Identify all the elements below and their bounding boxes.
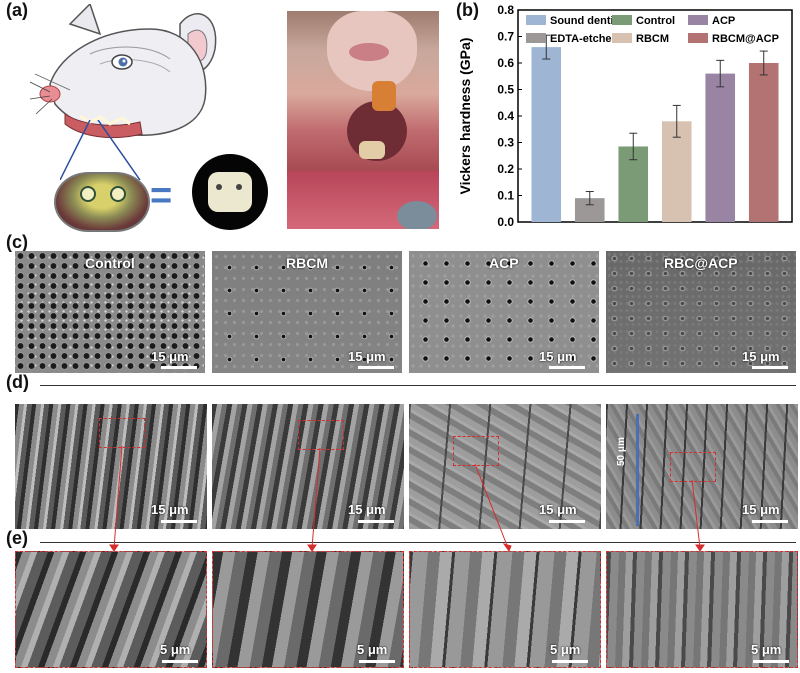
equals-sign: = <box>150 175 173 217</box>
sem-cross-section-control: 15 μm <box>15 404 207 529</box>
sem-cross-section-rbcm-acp: 50 μm 15 μm <box>606 404 798 529</box>
panel-label-c: (c) <box>6 232 28 252</box>
sem-zoom-control: 5 μm <box>15 551 207 668</box>
legend-label: ACP <box>712 15 735 27</box>
scale-bar <box>161 520 197 523</box>
scale-bar <box>752 520 788 523</box>
y-tick-label: 0.5 <box>497 83 514 97</box>
bar <box>531 47 562 222</box>
y-tick-label: 0.6 <box>497 56 514 70</box>
dentin-sample-disk <box>192 154 268 230</box>
scale-bar <box>552 660 588 663</box>
tooth-cavity-closeup <box>54 172 150 232</box>
sem-surface-rbc-acp: RBC@ACP 15 μm <box>606 251 796 373</box>
bar <box>705 73 736 222</box>
legend-swatch <box>612 15 632 25</box>
y-tick-label: 0.1 <box>497 189 514 203</box>
zoom-region <box>670 452 716 482</box>
bar <box>748 63 779 222</box>
zoom-callout-lines <box>60 120 141 180</box>
panel-label-e: (e) <box>6 528 28 548</box>
scale-bar <box>549 520 585 523</box>
scale-label: 5 μm <box>751 642 782 657</box>
scale-label: 15 μm <box>348 349 386 364</box>
scale-label: 5 μm <box>160 642 191 657</box>
legend-label: RBCM@ACP <box>712 33 779 45</box>
sem-label-rbc-acp: RBC@ACP <box>664 255 738 271</box>
scale-label: 5 μm <box>357 642 388 657</box>
scale-bar <box>358 366 394 369</box>
sem-label-control: Control <box>85 255 135 271</box>
sem-surface-rbcm: RBCM 15 μm <box>212 251 402 373</box>
sem-zoom-rbcm-acp: 5 μm <box>606 551 798 668</box>
y-tick-label: 0.7 <box>497 30 514 44</box>
legend-swatch <box>688 33 708 43</box>
rat-oral-photo <box>287 11 439 229</box>
zoom-region <box>298 420 344 450</box>
scale-label: 15 μm <box>151 502 189 517</box>
scale-bar <box>752 366 788 369</box>
legend-swatch <box>526 33 546 43</box>
bar <box>661 121 692 222</box>
sem-surface-control: Control 15 μm <box>15 251 205 373</box>
scale-bar <box>358 520 394 523</box>
scale-label: 15 μm <box>539 349 577 364</box>
legend-label: EDTA-etched <box>550 33 618 45</box>
scale-bar <box>753 660 789 663</box>
sem-label-acp: ACP <box>489 255 519 271</box>
divider-line <box>40 385 796 386</box>
vickers-hardness-chart: 0.0 0.1 0.2 0.3 0.4 0.5 0.6 0.7 0.8 Vickers hardn… <box>457 4 793 229</box>
y-tick-label: 0.8 <box>497 4 514 17</box>
legend-swatch <box>612 33 632 43</box>
scale-bar <box>161 366 197 369</box>
panel-label-a: (a) <box>6 0 28 20</box>
sem-surface-acp: ACP 15 μm <box>409 251 599 373</box>
legend-label: RBCM <box>636 33 669 45</box>
legend-swatch <box>526 15 546 25</box>
y-tick-label: 0.4 <box>497 109 514 123</box>
legend-label: Sound dentin <box>550 15 621 27</box>
y-tick-label: 0.2 <box>497 162 514 176</box>
sem-zoom-rbcm: 5 μm <box>212 551 404 668</box>
scale-label: 5 μm <box>550 642 581 657</box>
scale-label: 15 μm <box>151 349 189 364</box>
sem-label-rbcm: RBCM <box>286 255 328 271</box>
y-axis-label: Vickers hardness (GPa) <box>457 38 473 195</box>
scale-bar <box>359 660 395 663</box>
scale-label: 15 μm <box>539 502 577 517</box>
legend-label: Control <box>636 15 675 27</box>
sem-cross-section-acp: 15 μm <box>409 404 601 529</box>
depth-marker-line <box>636 414 639 526</box>
sem-zoom-acp: 5 μm <box>409 551 601 668</box>
scale-bar <box>162 660 198 663</box>
bar <box>574 198 605 222</box>
legend-swatch <box>688 15 708 25</box>
y-tick-label: 0.0 <box>497 215 514 229</box>
scale-bar <box>549 366 585 369</box>
y-tick-label: 0.3 <box>497 136 514 150</box>
sem-cross-section-rbcm: 15 μm <box>212 404 404 529</box>
panel-label-b: (b) <box>456 0 479 20</box>
panel-label-d: (d) <box>6 372 29 392</box>
scale-label: 15 μm <box>348 502 386 517</box>
scale-label: 15 μm <box>742 502 780 517</box>
divider-line <box>40 542 796 543</box>
scale-label: 15 μm <box>742 349 780 364</box>
